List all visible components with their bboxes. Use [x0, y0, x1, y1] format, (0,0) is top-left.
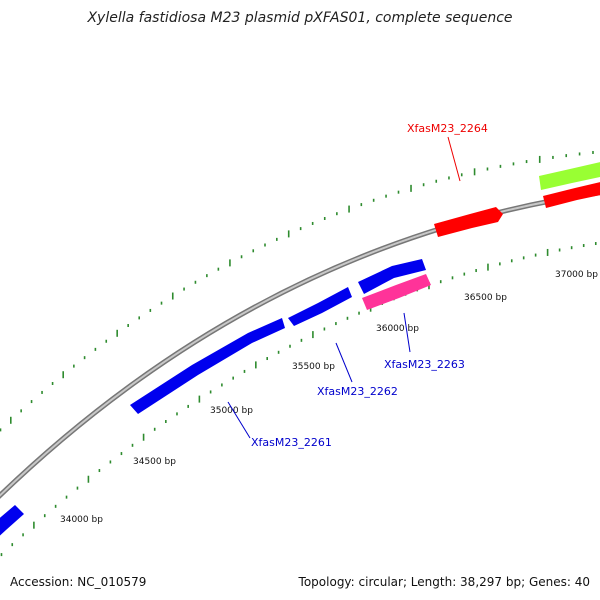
map-title: Xylella fastidiosa M23 plasmid pXFAS01, … — [87, 10, 513, 26]
tick-label: 36500 bp — [464, 293, 507, 303]
gene-arrow-red-right[interactable] — [543, 181, 600, 208]
gene-arrow-xfasm23-2263[interactable] — [358, 259, 426, 294]
gene-label-xfasm23-2262[interactable]: XfasM23_2262 — [317, 385, 398, 398]
gene-label-xfasm23-2264[interactable]: XfasM23_2264 — [407, 122, 488, 135]
inner-tick-ring — [0, 242, 597, 557]
outer-tick-ring — [0, 150, 594, 432]
gene-label-xfasm23-2261[interactable]: XfasM23_2261 — [251, 436, 332, 449]
plasmid-backbone — [0, 190, 600, 499]
label-leader-xfasm23-2263 — [403, 312, 411, 353]
label-leader-xfasm23-2264 — [447, 136, 461, 182]
gene-arrow-xfasm23-2261[interactable] — [130, 318, 285, 414]
gene-arrow-green[interactable] — [539, 161, 600, 190]
gene-arrow-pink[interactable] — [362, 274, 431, 310]
tick-label: 35000 bp — [210, 406, 253, 416]
tick-label: 36000 bp — [376, 324, 419, 334]
label-leader-xfasm23-2262 — [335, 342, 353, 383]
label-leader-xfasm23-2261 — [227, 401, 251, 439]
topology-summary: Topology: circular; Length: 38,297 bp; G… — [298, 575, 590, 589]
tick-label: 34000 bp — [60, 515, 103, 525]
gene-arrow-xfasm23-2264[interactable] — [434, 207, 503, 237]
tick-label: 37000 bp — [555, 270, 598, 280]
tick-label: 34500 bp — [133, 457, 176, 467]
gene-arrow-left-edge[interactable] — [0, 505, 24, 540]
gene-label-xfasm23-2263[interactable]: XfasM23_2263 — [384, 358, 465, 371]
gene-arrow-xfasm23-2262[interactable] — [288, 287, 352, 326]
tick-label: 35500 bp — [292, 362, 335, 372]
accession-text: Accession: NC_010579 — [10, 575, 147, 589]
